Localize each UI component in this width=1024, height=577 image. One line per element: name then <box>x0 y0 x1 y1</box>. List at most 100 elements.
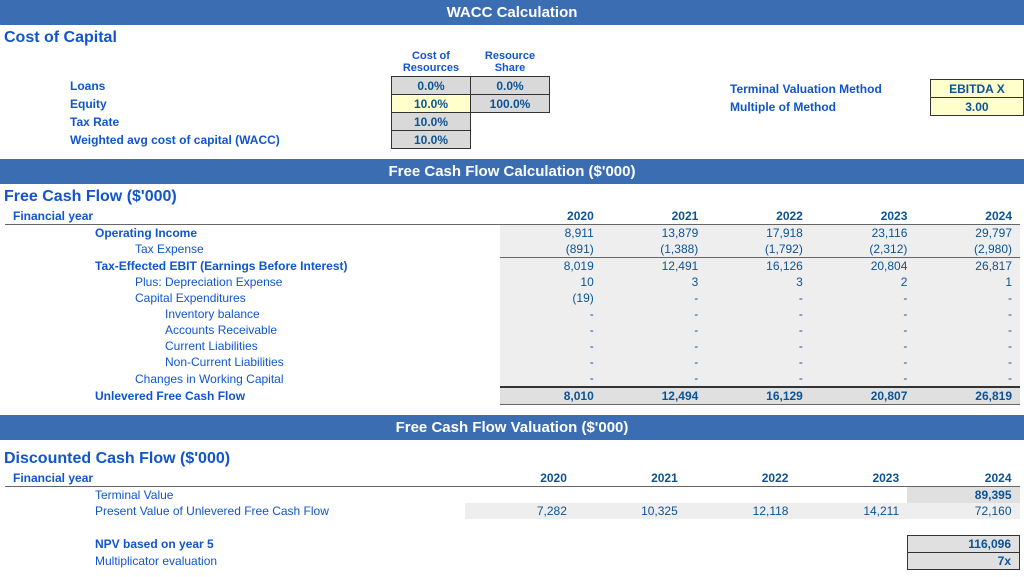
table-row: Current Liabilities - - - - - <box>5 338 1020 354</box>
table-row: Present Value of Unlevered Free Cash Flo… <box>5 503 1020 519</box>
cell: (1,792) <box>706 241 811 258</box>
cell: (1,388) <box>602 241 707 258</box>
cell: 1 <box>915 274 1020 290</box>
terminal-method-value[interactable]: EBITDA X <box>930 80 1023 98</box>
cell: 3 <box>602 274 707 290</box>
fcf-title: Free Cash Flow ($'000) <box>0 184 1024 208</box>
cell: - <box>602 306 707 322</box>
loans-cost[interactable]: 0.0% <box>392 77 471 95</box>
cell: (2,312) <box>811 241 916 258</box>
cell: 72,160 <box>907 503 1019 519</box>
cell: - <box>602 338 707 354</box>
wacc-area: Cost of Resources Resource Share Loans 0… <box>0 49 1024 159</box>
cell: 14,211 <box>796 503 907 519</box>
cell: 12,494 <box>602 387 707 405</box>
cell: - <box>500 322 602 338</box>
cell: - <box>706 322 811 338</box>
table-row: NPV based on year 5 116,096 <box>5 536 1020 553</box>
tax-label: Tax Rate <box>70 113 392 131</box>
cell <box>686 487 797 504</box>
cell: - <box>500 370 602 387</box>
cell: 26,817 <box>915 258 1020 275</box>
tax-value[interactable]: 10.0% <box>392 113 471 131</box>
cell: 7,282 <box>465 503 574 519</box>
table-row: Unlevered Free Cash Flow 8,010 12,494 16… <box>5 387 1020 405</box>
cell: (19) <box>500 290 602 306</box>
cell: - <box>915 370 1020 387</box>
loans-label: Loans <box>70 77 392 95</box>
ar-label: Accounts Receivable <box>5 322 500 338</box>
fcf-calc-header: Free Cash Flow Calculation ($'000) <box>0 159 1024 184</box>
cell: 17,918 <box>706 225 811 242</box>
capex-label: Capital Expenditures <box>5 290 500 306</box>
cell: - <box>811 306 916 322</box>
working-capital-label: Changes in Working Capital <box>5 370 500 387</box>
wacc-value[interactable]: 10.0% <box>392 131 471 149</box>
cell: (891) <box>500 241 602 258</box>
cell: 16,129 <box>706 387 811 405</box>
noncurrent-liab-label: Non-Current Liabilities <box>5 354 500 370</box>
cell: - <box>706 338 811 354</box>
table-row: Capital Expenditures (19) - - - - <box>5 290 1020 306</box>
col-cost-resources: Cost of Resources <box>392 49 471 77</box>
current-liab-label: Current Liabilities <box>5 338 500 354</box>
fy-label: Financial year <box>5 208 500 225</box>
loans-share[interactable]: 0.0% <box>471 77 550 95</box>
npv-value: 116,096 <box>907 536 1019 553</box>
dcf-year-2021: 2021 <box>575 470 686 487</box>
table-row: Inventory balance - - - - - <box>5 306 1020 322</box>
cell: 8,911 <box>500 225 602 242</box>
table-row: Tax-Effected EBIT (Earnings Before Inter… <box>5 258 1020 275</box>
cell: - <box>602 322 707 338</box>
terminal-table: Terminal Valuation Method EBITDA X Multi… <box>730 79 1024 116</box>
cell: 13,879 <box>602 225 707 242</box>
wacc-left: Cost of Resources Resource Share Loans 0… <box>0 49 550 149</box>
npv-label: NPV based on year 5 <box>5 536 465 553</box>
cell: - <box>706 354 811 370</box>
cell: - <box>915 322 1020 338</box>
dcf-year-2024: 2024 <box>907 470 1019 487</box>
table-row: Non-Current Liabilities - - - - - <box>5 354 1020 370</box>
table-row: Changes in Working Capital - - - - - <box>5 370 1020 387</box>
dcf-table: Financial year 2020 2021 2022 2023 2024 … <box>5 470 1020 570</box>
year-2022: 2022 <box>706 208 811 225</box>
cell: - <box>915 354 1020 370</box>
wacc-label: Weighted avg cost of capital (WACC) <box>70 131 392 149</box>
cell: 10 <box>500 274 602 290</box>
cell: 8,010 <box>500 387 602 405</box>
table-row: Multiplicator evaluation 7x <box>5 553 1020 570</box>
table-row: Plus: Depreciation Expense 10 3 3 2 1 <box>5 274 1020 290</box>
year-2024: 2024 <box>915 208 1020 225</box>
fcf-val-header: Free Cash Flow Valuation ($'000) <box>0 415 1024 440</box>
cell: 10,325 <box>575 503 686 519</box>
terminal-mult-value[interactable]: 3.00 <box>930 98 1023 116</box>
inventory-label: Inventory balance <box>5 306 500 322</box>
cell: - <box>915 290 1020 306</box>
mult-eval-value: 7x <box>907 553 1019 570</box>
cell: - <box>811 338 916 354</box>
cell: 12,491 <box>602 258 707 275</box>
cell: 20,807 <box>811 387 916 405</box>
cell: 26,819 <box>915 387 1020 405</box>
operating-income-label: Operating Income <box>5 225 500 242</box>
equity-label: Equity <box>70 95 392 113</box>
tax-effected-ebit-label: Tax-Effected EBIT (Earnings Before Inter… <box>5 258 500 275</box>
mult-eval-label: Multiplicator evaluation <box>5 553 465 570</box>
cell: (2,980) <box>915 241 1020 258</box>
terminal-area: Terminal Valuation Method EBITDA X Multi… <box>550 49 1024 149</box>
cell: - <box>500 338 602 354</box>
cell: 16,126 <box>706 258 811 275</box>
table-row: Tax Expense (891) (1,388) (1,792) (2,312… <box>5 241 1020 258</box>
terminal-mult-label: Multiple of Method <box>730 98 930 116</box>
cell: 3 <box>706 274 811 290</box>
cell: 2 <box>811 274 916 290</box>
equity-share[interactable]: 100.0% <box>471 95 550 113</box>
wacc-table: Cost of Resources Resource Share Loans 0… <box>70 49 550 149</box>
table-row: Accounts Receivable - - - - - <box>5 322 1020 338</box>
table-row: Operating Income 8,911 13,879 17,918 23,… <box>5 225 1020 242</box>
dcf-year-2023: 2023 <box>796 470 907 487</box>
equity-cost[interactable]: 10.0% <box>392 95 471 113</box>
cell: - <box>811 322 916 338</box>
cell: - <box>500 306 602 322</box>
cell: 12,118 <box>686 503 797 519</box>
